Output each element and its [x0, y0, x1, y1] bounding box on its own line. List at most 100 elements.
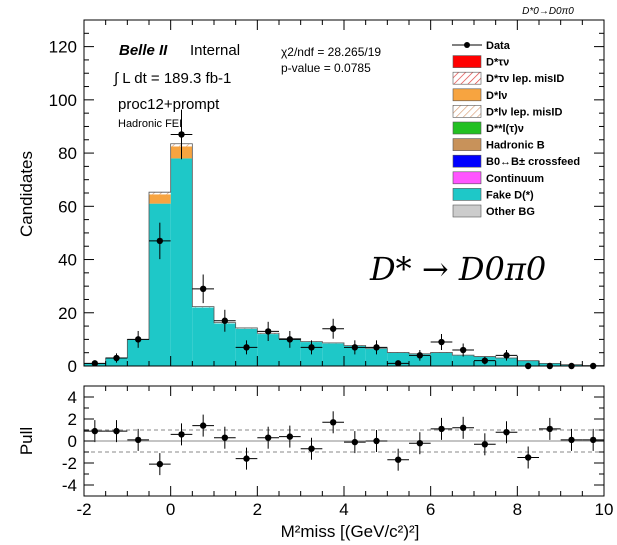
data-point: [243, 344, 250, 351]
x-tick-label: 6: [426, 500, 435, 519]
pull-point: [178, 431, 185, 438]
histogram-bar: [365, 348, 388, 366]
histogram-bar: [344, 346, 366, 366]
histogram-bar: [279, 339, 301, 366]
pull-y-axis: -4 -2 0 2 4: [62, 385, 604, 497]
legend-label: Fake D(*): [486, 189, 534, 201]
histogram-bar: [452, 355, 474, 366]
pull-point: [589, 436, 597, 444]
histogram-bar: [214, 323, 236, 366]
histogram-bar: [257, 334, 279, 366]
histogram-bar: [430, 352, 453, 366]
data-point: [351, 344, 359, 351]
data-point: [394, 360, 402, 367]
x-tick-label: 4: [339, 500, 348, 519]
y-tick-label: 100: [49, 91, 77, 110]
legend-label: D*lν: [486, 90, 507, 102]
histogram-bar: [149, 203, 171, 366]
legend-label: B0↔B± crossfeed: [486, 156, 580, 168]
x-tick-label: -2: [76, 500, 91, 519]
tag-label: Hadronic FEI: [118, 118, 182, 130]
data-point: [438, 338, 445, 346]
legend-label: D*lν lep. misID: [486, 106, 562, 118]
pull-point: [286, 433, 294, 440]
legend-swatch: [452, 204, 482, 218]
pull-point: [503, 429, 510, 436]
data-point: [503, 352, 510, 359]
legend-label: D**l(τ)ν: [486, 123, 524, 135]
pull-y-tick-label: 4: [68, 388, 77, 407]
x-tick-label: 2: [253, 500, 262, 519]
data-point: [308, 344, 315, 351]
pull-point: [264, 434, 272, 441]
y-tick-label: 80: [58, 144, 77, 163]
x-tick-label: 8: [513, 500, 522, 519]
x-tick-label: 0: [166, 500, 175, 519]
legend-label: D*τν lep. misID: [486, 73, 564, 85]
pull-point: [373, 437, 380, 445]
y-tick-label: 0: [68, 357, 77, 376]
data-point: [134, 336, 142, 343]
lumi-label: ∫ L dt = 189.3 fb-1: [113, 70, 231, 87]
pull-point: [91, 427, 99, 435]
legend-label: Hadronic B: [486, 140, 545, 152]
legend-swatch: [452, 88, 482, 102]
data-point: [91, 360, 99, 367]
decay-label: D* → D0π0: [369, 250, 546, 288]
x-tick-label: 10: [595, 500, 614, 519]
y-tick-label: 60: [58, 197, 77, 216]
data-point: [329, 325, 337, 332]
x-axis-title: M²miss [(GeV/c²)²]: [281, 522, 420, 541]
pull-point: [199, 422, 207, 429]
data-point: [264, 328, 272, 335]
data-point: [178, 131, 185, 138]
pull-y-axis-title: Pull: [17, 427, 36, 455]
pull-x-axis: -2 0 2 4 6 8 10: [76, 386, 613, 519]
main-y-axis: 0 20 40 60 80 100 120: [49, 19, 604, 376]
pull-point: [113, 427, 120, 435]
histogram-bar: [495, 358, 518, 366]
legend-swatch: [452, 71, 482, 85]
data-point: [199, 285, 207, 293]
pull-point: [481, 441, 489, 448]
pull-y-tick-label: -2: [62, 454, 77, 473]
status-label: Internal: [190, 42, 240, 59]
data-point: [286, 336, 294, 343]
pvalue-label: p-value = 0.0785: [281, 61, 371, 75]
pull-y-tick-label: 2: [68, 410, 77, 429]
pull-point: [156, 460, 164, 468]
legend-swatch: [452, 188, 482, 201]
sample-label: proc12+prompt: [118, 96, 220, 113]
pull-point: [243, 455, 250, 462]
histogram-bar: [322, 343, 344, 366]
pull-y-tick-label: 0: [68, 432, 77, 451]
pull-point: [524, 454, 532, 461]
legend-swatch: [452, 154, 482, 168]
main-x-axis: [83, 20, 605, 366]
legend: Data D*τν D*τν lep. misID D*lν D*lν lep. mis…: [452, 40, 580, 218]
data-point: [459, 346, 467, 354]
pull-reference-lines: [84, 429, 604, 453]
pull-point: [308, 445, 315, 452]
data-point: [221, 317, 229, 324]
pull-point: [221, 434, 229, 441]
chart-title: D*0→D0π0: [522, 6, 574, 17]
legend-swatch: [452, 55, 482, 68]
pull-point: [438, 425, 445, 433]
data-point: [373, 344, 380, 351]
histogram-bar: [387, 352, 409, 366]
data-point: [113, 354, 120, 362]
legend-label: D*τν: [486, 57, 509, 69]
histogram-bar: [192, 307, 214, 366]
histogram-bar: [149, 192, 171, 195]
histogram-bar: [127, 339, 149, 366]
histogram-bar: [170, 158, 193, 366]
pull-point: [351, 438, 359, 446]
histogram-bar: [149, 194, 171, 204]
pull-point: [568, 436, 575, 444]
pull-point: [394, 456, 402, 463]
legend-swatch: [452, 171, 482, 185]
y-tick-label: 120: [49, 38, 77, 57]
legend-swatch: [452, 105, 482, 118]
pull-y-tick-label: -4: [62, 476, 77, 495]
